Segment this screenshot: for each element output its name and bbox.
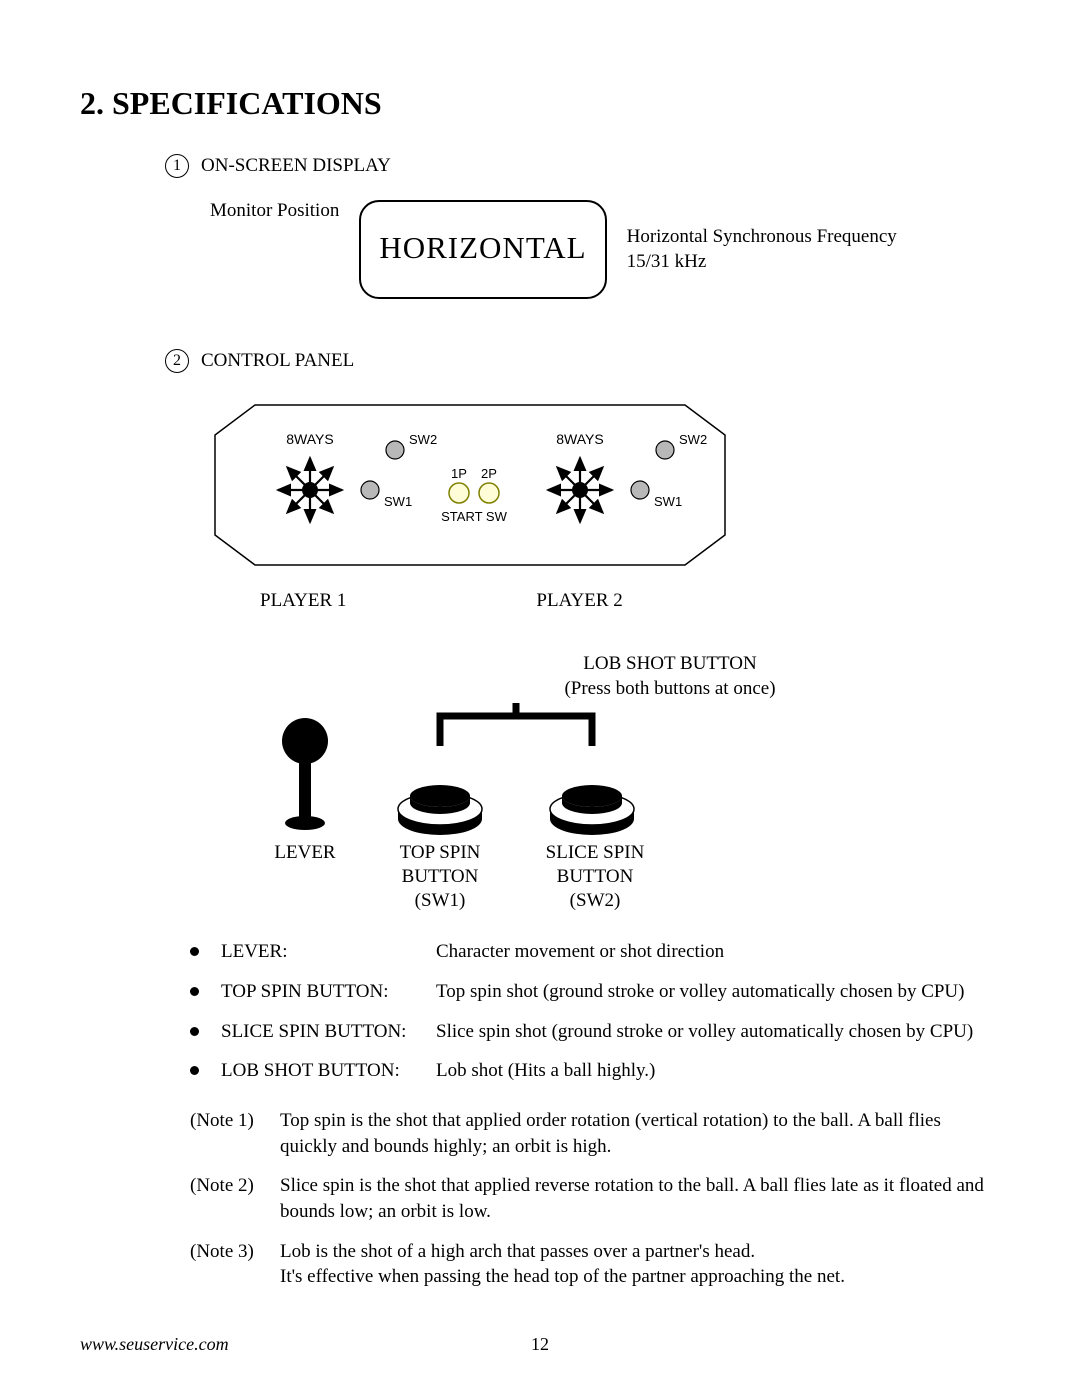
section-2-header: 2 CONTROL PANEL bbox=[165, 349, 1000, 373]
section-1-header: 1 ON-SCREEN DISPLAY bbox=[165, 154, 1000, 178]
svg-text:SW1: SW1 bbox=[384, 494, 412, 509]
circled-1-icon: 1 bbox=[165, 154, 189, 178]
bullet-row: SLICE SPIN BUTTON:Slice spin shot (groun… bbox=[190, 1019, 1000, 1045]
topspin-l1: TOP SPIN bbox=[400, 842, 481, 863]
svg-text:SW1: SW1 bbox=[654, 494, 682, 509]
bullet-term: LOB SHOT BUTTON: bbox=[221, 1058, 436, 1084]
bullet-dot-icon bbox=[190, 987, 199, 996]
svg-text:SW2: SW2 bbox=[679, 432, 707, 447]
bullet-desc: Slice spin shot (ground stroke or volley… bbox=[436, 1019, 1000, 1045]
slice-l3: (SW2) bbox=[570, 890, 621, 911]
note-row: (Note 1)Top spin is the shot that applie… bbox=[190, 1108, 1000, 1159]
section-2-title: CONTROL PANEL bbox=[201, 350, 354, 372]
circled-2-icon: 2 bbox=[165, 349, 189, 373]
osd-block: Monitor Position HORIZONTAL Horizontal S… bbox=[210, 200, 1000, 299]
svg-text:SW2: SW2 bbox=[409, 432, 437, 447]
bullet-row: LOB SHOT BUTTON:Lob shot (Hits a ball hi… bbox=[190, 1058, 1000, 1084]
note-label: (Note 1) bbox=[190, 1108, 280, 1134]
svg-text:START SW: START SW bbox=[441, 509, 507, 524]
svg-text:8WAYS: 8WAYS bbox=[556, 431, 603, 447]
lob-title-l2: (Press both buttons at once) bbox=[564, 678, 775, 699]
topspin-l2: BUTTON bbox=[402, 866, 479, 887]
slice-l1: SLICE SPIN bbox=[546, 842, 645, 863]
page-heading: 2. SPECIFICATIONS bbox=[80, 85, 1000, 122]
freq-line-1: Horizontal Synchronous Frequency bbox=[627, 225, 897, 250]
control-panel-diagram: 8WAYS SW1 SW2 8WAYS SW1 SW2 1P 2P START SW bbox=[190, 395, 1000, 580]
player-1-label: PLAYER 1 bbox=[260, 590, 346, 612]
svg-text:1P: 1P bbox=[451, 466, 467, 481]
note-body: Slice spin is the shot that applied reve… bbox=[280, 1173, 1000, 1224]
bullet-dot-icon bbox=[190, 1066, 199, 1075]
bullet-desc: Top spin shot (ground stroke or volley a… bbox=[436, 979, 1000, 1005]
note-label: (Note 3) bbox=[190, 1239, 280, 1265]
note-row: (Note 2)Slice spin is the shot that appl… bbox=[190, 1173, 1000, 1224]
horizontal-box: HORIZONTAL bbox=[359, 200, 606, 299]
bullet-desc: Lob shot (Hits a ball highly.) bbox=[436, 1058, 1000, 1084]
section-1-title: ON-SCREEN DISPLAY bbox=[201, 155, 391, 177]
bullet-term: LEVER: bbox=[221, 939, 436, 965]
lob-title-l1: LOB SHOT BUTTON bbox=[583, 653, 756, 674]
note-body: Lob is the shot of a high arch that pass… bbox=[280, 1239, 1000, 1290]
bullet-dot-icon bbox=[190, 947, 199, 956]
slice-l2: BUTTON bbox=[557, 866, 634, 887]
bullet-row: TOP SPIN BUTTON:Top spin shot (ground st… bbox=[190, 979, 1000, 1005]
page-footer: www.seuservice.com 12 bbox=[80, 1334, 1000, 1355]
monitor-position-label: Monitor Position bbox=[210, 200, 339, 222]
bullet-row: LEVER:Character movement or shot directi… bbox=[190, 939, 1000, 965]
bullet-term: TOP SPIN BUTTON: bbox=[221, 979, 436, 1005]
note-row: (Note 3)Lob is the shot of a high arch t… bbox=[190, 1239, 1000, 1290]
footer-url: www.seuservice.com bbox=[80, 1334, 229, 1355]
footer-page: 12 bbox=[531, 1334, 549, 1355]
svg-text:2P: 2P bbox=[481, 466, 497, 481]
svg-text:8WAYS: 8WAYS bbox=[286, 431, 333, 447]
lob-shot-diagram: LOB SHOT BUTTON (Press both buttons at o… bbox=[210, 652, 1000, 901]
topspin-l3: (SW1) bbox=[415, 890, 466, 911]
bullet-list: LEVER:Character movement or shot directi… bbox=[190, 939, 1000, 1084]
freq-line-2: 15/31 kHz bbox=[627, 250, 897, 275]
bullet-term: SLICE SPIN BUTTON: bbox=[221, 1019, 436, 1045]
note-label: (Note 2) bbox=[190, 1173, 280, 1199]
player-2-label: PLAYER 2 bbox=[536, 590, 622, 612]
note-body: Top spin is the shot that applied order … bbox=[280, 1108, 1000, 1159]
notes-list: (Note 1)Top spin is the shot that applie… bbox=[190, 1108, 1000, 1290]
bullet-desc: Character movement or shot direction bbox=[436, 939, 1000, 965]
lever-label: LEVER bbox=[240, 841, 370, 865]
bullet-dot-icon bbox=[190, 1027, 199, 1036]
